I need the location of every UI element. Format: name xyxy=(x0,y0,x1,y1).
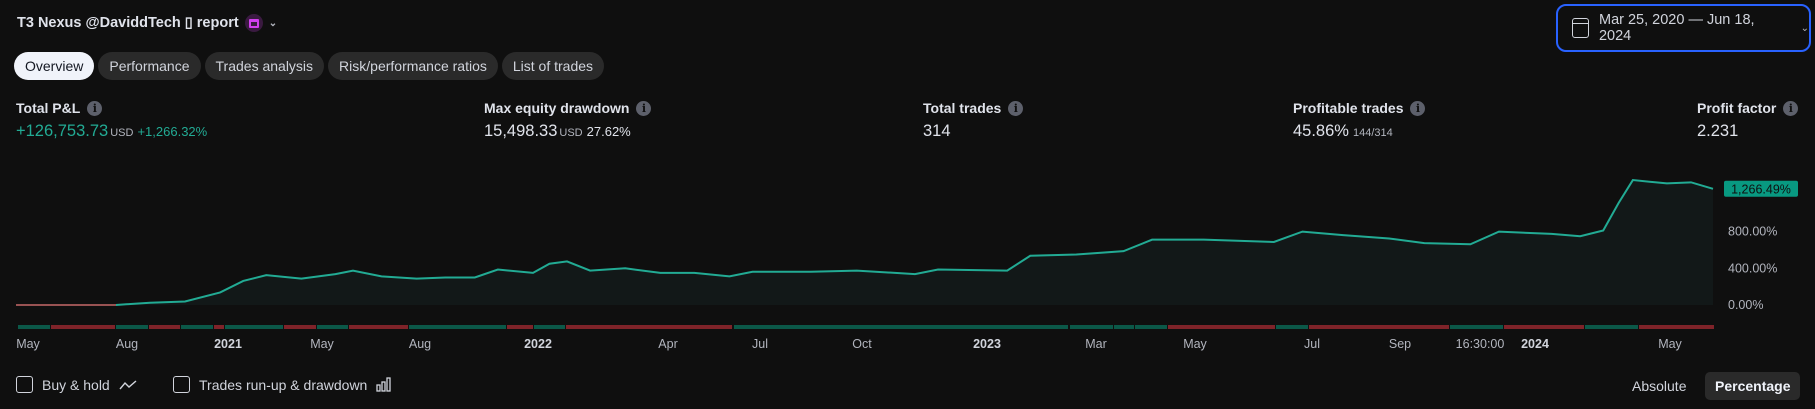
x-tick-label: Apr xyxy=(658,337,678,351)
x-tick-label: May xyxy=(1183,337,1207,351)
report-title-text: T3 Nexus @DaviddTech ▯ report xyxy=(17,15,239,31)
stat-label: Max equity drawdown xyxy=(484,100,630,116)
x-tick-label: May xyxy=(310,337,334,351)
date-range-text: Mar 25, 2020 — Jun 18, 2024 xyxy=(1598,12,1755,44)
info-icon[interactable]: i xyxy=(636,100,652,116)
x-tick-label: 2021 xyxy=(214,337,242,351)
trade-period-loss xyxy=(51,325,115,329)
x-tick-label: 2023 xyxy=(973,337,1001,351)
buy-hold-label: Buy & hold xyxy=(42,376,110,393)
tab-list-of-trades[interactable]: List of trades xyxy=(501,52,605,80)
chevron-down-icon[interactable]: ⌄ xyxy=(268,17,278,29)
stat-value: 314 xyxy=(923,122,951,140)
stat-pct: +1,266.32% xyxy=(137,124,208,139)
trade-period-loss xyxy=(1639,325,1714,329)
last-value-badge xyxy=(1724,180,1798,197)
report-title[interactable]: T3 Nexus @DaviddTech ▯ report ⌄ xyxy=(17,14,277,32)
x-tick-label: Jul xyxy=(1304,337,1320,351)
checkbox[interactable] xyxy=(173,376,190,393)
x-tick-label: May xyxy=(16,337,40,351)
trade-period-win xyxy=(1070,325,1113,329)
trade-period-loss xyxy=(349,325,408,329)
date-range-picker[interactable]: Mar 25, 2020 — Jun 18, 2024 ⌄ xyxy=(1556,4,1811,52)
trade-period-loss xyxy=(284,325,316,329)
stat-label: Total trades xyxy=(923,100,1002,116)
trade-period-win xyxy=(18,325,50,329)
x-tick-label: Mar xyxy=(1085,337,1107,351)
stat-sub: 144/314 xyxy=(1352,127,1393,139)
info-icon[interactable]: i xyxy=(1410,100,1426,116)
stat-label: Profit factor xyxy=(1697,100,1777,116)
line-chart-icon xyxy=(119,379,137,389)
bar-chart-icon xyxy=(376,377,391,392)
runup-label: Trades run-up & drawdown xyxy=(199,376,368,393)
x-tick-label: Aug xyxy=(115,337,139,351)
buy-hold-toggle[interactable]: Buy & hold xyxy=(16,376,137,393)
trade-period-win xyxy=(1135,325,1167,329)
checkbox[interactable] xyxy=(16,376,33,393)
trade-period-loss xyxy=(1504,325,1584,329)
x-tick-label: 2024 xyxy=(1521,337,1549,351)
x-tick-label: May xyxy=(1658,337,1682,351)
stat-profitable-trades: Profitable trades i 45.86% 144/314 xyxy=(1293,100,1426,141)
x-tick-label: 16:30:00 xyxy=(1455,337,1505,351)
stat-value: 2.231 xyxy=(1697,122,1739,140)
trade-period-loss xyxy=(507,325,533,329)
trade-period-win xyxy=(1585,325,1638,329)
absolute-button[interactable]: Absolute xyxy=(1632,378,1687,394)
trade-period-win xyxy=(1450,325,1503,329)
runup-drawdown-toggle[interactable]: Trades run-up & drawdown xyxy=(173,376,393,393)
trade-period-win xyxy=(534,325,565,329)
trade-period-win xyxy=(181,325,213,329)
info-icon[interactable]: i xyxy=(87,100,103,116)
equity-line xyxy=(16,178,1714,306)
last-value-label: 1,266.49% xyxy=(1731,182,1791,196)
y-tick-label: 0.00% xyxy=(1728,298,1763,312)
trade-period-loss xyxy=(1168,325,1275,329)
stat-profit-factor: Profit factor i 2.231 xyxy=(1697,100,1799,141)
stat-pct: 27.62% xyxy=(586,124,631,139)
trade-period-win xyxy=(1276,325,1308,329)
y-tick-label: 400.00% xyxy=(1728,261,1777,275)
trade-period-win xyxy=(116,325,148,329)
trade-period-loss xyxy=(566,325,732,329)
trade-period-win xyxy=(734,325,1068,329)
stat-value: +126,753.73 xyxy=(16,122,109,140)
y-tick-label: 800.00% xyxy=(1728,225,1777,239)
tab-trades-analysis[interactable]: Trades analysis xyxy=(204,52,325,80)
x-tick-label: 2022 xyxy=(524,337,552,351)
trade-period-loss xyxy=(1309,325,1449,329)
x-tick-label: Oct xyxy=(852,337,872,351)
tab-overview[interactable]: Overview xyxy=(14,52,95,80)
stat-total-trades: Total trades i 314 xyxy=(923,100,1024,141)
stat-label: Total P&L xyxy=(16,100,81,116)
equity-chart[interactable]: 0.00% 400.00% 800.00% 1,266.49% xyxy=(0,150,1815,340)
stat-unit: USD xyxy=(110,127,134,139)
x-tick-label: Jul xyxy=(752,337,768,351)
trade-period-loss xyxy=(149,325,180,329)
stat-value: 45.86% xyxy=(1293,122,1349,140)
trade-period-win xyxy=(225,325,283,329)
info-icon[interactable]: i xyxy=(1008,100,1024,116)
info-icon[interactable]: i xyxy=(1783,100,1799,116)
stat-value: 15,498.33 xyxy=(484,122,558,140)
stat-unit: USD xyxy=(559,127,583,139)
tab-performance[interactable]: Performance xyxy=(98,52,201,80)
trade-period-loss xyxy=(214,325,224,329)
calendar-badge-icon xyxy=(244,14,263,32)
stat-label: Profitable trades xyxy=(1293,100,1404,116)
percentage-button[interactable]: Percentage xyxy=(1705,372,1801,400)
trade-period-win xyxy=(409,325,506,329)
trade-period-win xyxy=(1114,325,1134,329)
tab-risk-ratios[interactable]: Risk/performance ratios xyxy=(328,52,498,80)
stat-max-drawdown: Max equity drawdown i 15,498.33 USD 27.62% xyxy=(484,100,652,141)
x-tick-label: Aug xyxy=(408,337,432,351)
stat-total-pnl: Total P&L i +126,753.73 USD +1,266.32% xyxy=(16,100,207,141)
calendar-icon xyxy=(1572,18,1589,38)
x-tick-label: Sep xyxy=(1388,337,1412,351)
trade-period-win xyxy=(317,325,348,329)
equity-area xyxy=(16,180,1713,305)
chevron-down-icon: ⌄ xyxy=(1800,22,1809,34)
tab-bar: Overview Performance Trades analysis Ris… xyxy=(14,52,605,80)
